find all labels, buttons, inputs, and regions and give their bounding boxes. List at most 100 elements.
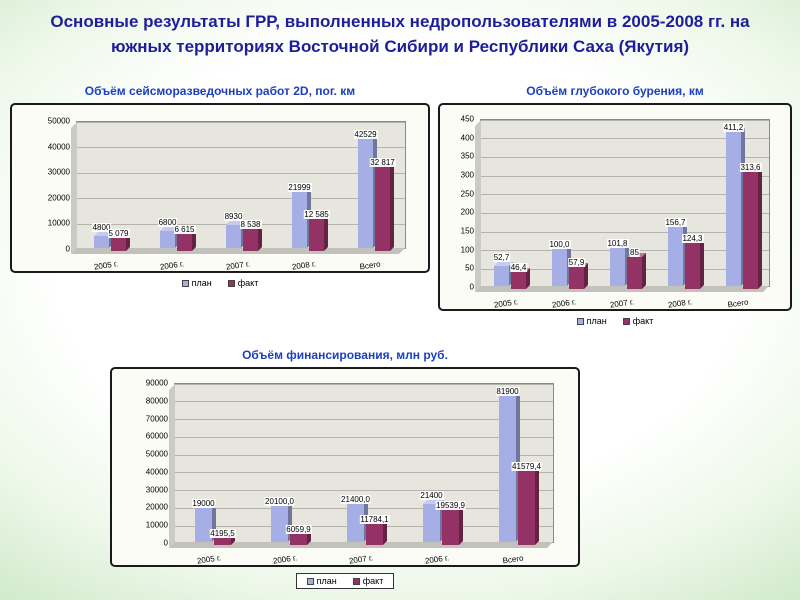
bar-value-label: 19539,9	[435, 501, 466, 511]
gridline	[175, 401, 553, 403]
bar-value-label: 411,2	[722, 123, 745, 133]
bar-value-label: 156,7	[664, 218, 687, 228]
bar-факт	[511, 272, 526, 289]
legend-swatch-факт	[352, 577, 360, 585]
y-axis-label: 30000	[145, 485, 168, 495]
y-axis-label: 400	[460, 133, 474, 143]
bar-факт	[743, 172, 758, 289]
bar-value-label: 42529	[353, 130, 378, 140]
x-axis-label: 2007 г.	[609, 297, 635, 310]
plot-area: 52,7 46,4 100,0 57,9 101,8 85 156,7 124,3 411,2 3…	[480, 119, 770, 287]
bar-value-label: 19000	[191, 499, 216, 509]
gridline	[77, 147, 405, 149]
bar-факт	[111, 238, 126, 251]
bar-top-face	[94, 232, 113, 236]
bar-value-label: 20100,0	[264, 497, 295, 507]
bar-value-label: 101,8	[606, 239, 629, 249]
bar-side-face	[126, 234, 130, 251]
floor	[475, 286, 769, 292]
bar-side-face	[390, 163, 394, 251]
bar-факт	[442, 510, 459, 545]
gridline	[77, 198, 405, 200]
bar-value-label: 8 538	[239, 220, 262, 230]
bar-side-face	[584, 263, 588, 289]
bar-side-face	[324, 215, 328, 251]
bar-план	[610, 248, 625, 286]
y-axis-label: 0	[65, 244, 70, 254]
bar-value-label: 6 615	[173, 225, 196, 235]
chart-deep-drilling: Объём глубокого бурения, км 52,7 46,4 100,…	[438, 84, 792, 326]
y-axis-label: 200	[460, 207, 474, 217]
y-axis-label: 90000	[145, 378, 168, 388]
x-axis-label: Всего	[358, 259, 382, 272]
gridline	[481, 119, 769, 121]
chart-frame: 4800 5 079 6800 6 615 8930 8 538 21999 12 585 42…	[10, 103, 430, 273]
x-axis-label: 2006 г.	[551, 297, 577, 310]
bar-value-label: 6800	[157, 218, 178, 228]
bar-side-face	[758, 168, 762, 289]
y-axis-label: 10000	[145, 520, 168, 530]
bar-факт	[627, 257, 642, 289]
bar-value-label: 46,4	[509, 263, 528, 273]
y-axis-label: 450	[460, 114, 474, 124]
legend-item-план: план	[181, 278, 212, 288]
x-axis-label: 2008 г.	[667, 297, 693, 310]
chart-frame: 19000 4195,5 20100,0 6059,9 21400,0 11784,1 21…	[110, 367, 580, 567]
bar-value-label: 100,0	[548, 240, 571, 250]
slide-title: Основные результаты ГРР, выполненных нед…	[50, 12, 750, 56]
bar-value-label: 52,7	[492, 253, 511, 263]
y-axis-label: 70000	[145, 414, 168, 424]
floor	[169, 542, 553, 548]
bar-план	[726, 132, 741, 286]
legend-item-факт: факт	[352, 576, 383, 586]
x-axis-label: 2008 г.	[291, 259, 317, 272]
gridline	[481, 175, 769, 177]
bar-top-face	[423, 500, 444, 504]
gridline	[481, 156, 769, 158]
bar-план	[358, 139, 373, 248]
gridline	[175, 490, 553, 492]
gridline	[175, 454, 553, 456]
y-axis-label: 50	[465, 263, 474, 273]
chart-title: Объём финансирования, млн руб.	[242, 348, 448, 362]
legend-swatch-план	[576, 317, 584, 325]
legend-item-план: план	[576, 316, 607, 326]
bar-value-label: 32 817	[369, 158, 396, 168]
chart-financing: Объём финансирования, млн руб. 19000 4195…	[110, 348, 580, 589]
y-axis-label: 0	[163, 538, 168, 548]
bar-side-face	[212, 504, 216, 542]
left-wall	[169, 384, 175, 548]
floor	[71, 248, 405, 254]
chart-frame: 52,7 46,4 100,0 57,9 101,8 85 156,7 124,3 411,2 3…	[438, 103, 792, 311]
bar-value-label: 41579,4	[511, 462, 542, 472]
gridline	[481, 212, 769, 214]
x-axis-label: 2005 г.	[196, 553, 222, 566]
legend-label: план	[191, 278, 212, 288]
bar-value-label: 11784,1	[359, 515, 390, 525]
legend-label: план	[586, 316, 607, 326]
left-wall	[71, 122, 77, 254]
legend-item-план: план	[306, 576, 337, 586]
bar-факт	[290, 534, 307, 545]
y-axis-label: 50000	[145, 449, 168, 459]
bar-факт	[569, 267, 584, 289]
bar-side-face	[459, 506, 463, 545]
legend-swatch-факт	[622, 317, 630, 325]
gridline	[175, 383, 553, 385]
bar-value-label: 313,6	[739, 163, 762, 173]
legend: план факт	[295, 573, 395, 589]
bar-план	[292, 192, 307, 248]
chart-seismic-2d: Объём сейсморазведочных работ 2D, пог. к…	[10, 84, 430, 288]
gridline	[77, 172, 405, 174]
x-axis-label: 2005 г.	[93, 259, 119, 272]
bar-top-face	[160, 227, 179, 231]
bar-side-face	[192, 230, 196, 251]
bar-value-label: 124,3	[681, 234, 704, 244]
bar-side-face	[231, 534, 235, 545]
bar-value-label: 12 585	[303, 210, 330, 220]
x-axis-label: 2006 г.	[272, 553, 298, 566]
gridline	[481, 231, 769, 233]
legend-swatch-факт	[227, 279, 235, 287]
x-axis-label: 2006 г.	[159, 259, 185, 272]
